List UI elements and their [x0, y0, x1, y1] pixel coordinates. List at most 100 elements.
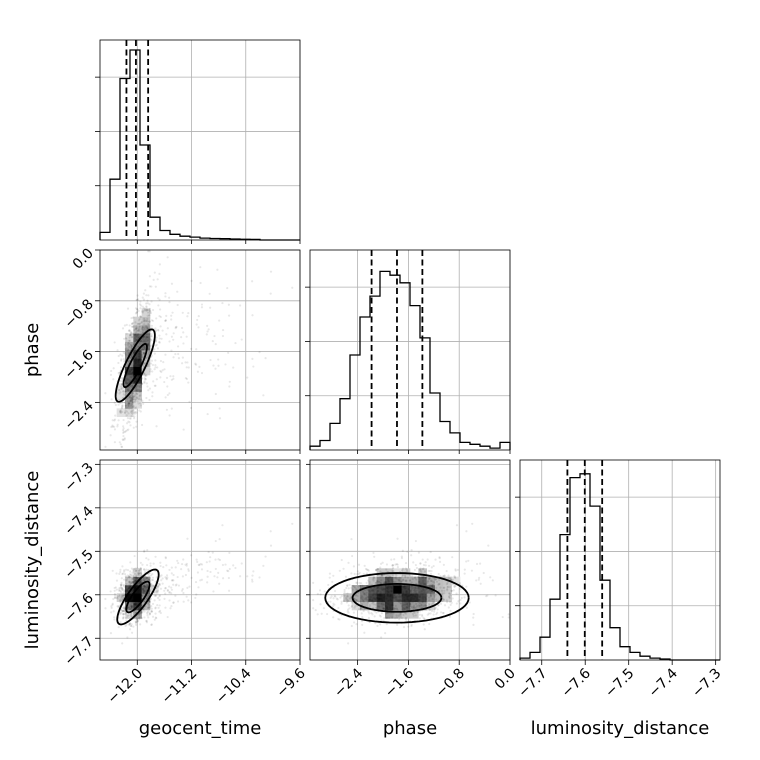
- sample-luminosity-distance-vs-phase-1656: [447, 606, 450, 609]
- sample-phase-vs-geocent-time-1250: [131, 366, 134, 369]
- sample-phase-vs-geocent-time-1382: [124, 337, 128, 340]
- sample-phase-vs-geocent-time-1560: [146, 302, 149, 305]
- sample-phase-vs-geocent-time-1288: [190, 279, 193, 282]
- sample-luminosity-distance-vs-phase-1982: [378, 593, 381, 597]
- sample-luminosity-distance-vs-phase-1866: [428, 599, 431, 602]
- sample-phase-vs-geocent-time-1728: [145, 324, 148, 327]
- sample-phase-vs-geocent-time-670: [130, 347, 133, 350]
- sample-phase-vs-geocent-time-574: [138, 402, 142, 405]
- sample-phase-vs-geocent-time-590: [139, 391, 142, 394]
- sample-phase-vs-geocent-time-258: [143, 328, 147, 331]
- sample-luminosity-distance-vs-phase-504: [479, 582, 482, 585]
- sample-luminosity-distance-vs-geocent-time-2144: [155, 591, 158, 594]
- sample-phase-vs-geocent-time-1222: [137, 363, 140, 366]
- sample-luminosity-distance-vs-phase-1272: [438, 556, 441, 559]
- sample-luminosity-distance-vs-phase-468: [352, 621, 356, 624]
- sample-phase-vs-geocent-time-1768: [143, 372, 146, 375]
- sample-luminosity-distance-vs-geocent-time-1724: [135, 623, 138, 626]
- sample-phase-vs-geocent-time-614: [128, 400, 132, 403]
- sample-luminosity-distance-vs-geocent-time-92: [149, 577, 152, 580]
- sample-luminosity-distance-vs-phase-584: [472, 612, 475, 616]
- sample-luminosity-distance-vs-geocent-time-1402: [153, 594, 156, 597]
- sample-phase-vs-geocent-time-38: [128, 394, 131, 397]
- sample-luminosity-distance-vs-geocent-time-86: [143, 586, 146, 589]
- sample-luminosity-distance-vs-phase-848: [438, 560, 442, 563]
- sample-luminosity-distance-vs-geocent-time-1186: [157, 606, 160, 609]
- sample-phase-vs-geocent-time-1104: [120, 445, 123, 448]
- sample-luminosity-distance-vs-phase-328: [351, 554, 354, 558]
- sample-luminosity-distance-vs-geocent-time-968: [119, 570, 122, 574]
- sample-luminosity-distance-vs-geocent-time-2118: [150, 623, 153, 626]
- sample-luminosity-distance-vs-phase-2002: [507, 616, 510, 619]
- sample-luminosity-distance-vs-phase-844: [420, 613, 424, 617]
- sample-phase-vs-geocent-time-2088: [143, 339, 146, 342]
- sample-phase-vs-geocent-time-376: [138, 350, 141, 353]
- density-phase-vs-geocent-time-3-9: [125, 366, 134, 376]
- sample-luminosity-distance-vs-phase-2178: [412, 592, 415, 595]
- sample-phase-vs-geocent-time-1866: [136, 329, 140, 332]
- sample-phase-vs-geocent-time-1178: [148, 387, 152, 390]
- sample-phase-vs-geocent-time-218: [143, 326, 146, 329]
- sample-phase-vs-geocent-time-1894: [150, 362, 153, 365]
- sample-phase-vs-geocent-time-448: [141, 305, 144, 308]
- sample-phase-vs-geocent-time-2120: [147, 344, 150, 347]
- sample-phase-vs-geocent-time-272: [113, 401, 116, 404]
- sample-luminosity-distance-vs-geocent-time-202: [134, 569, 138, 573]
- sample-phase-vs-geocent-time-1330: [133, 380, 136, 383]
- sample-phase-vs-geocent-time-808: [154, 344, 157, 347]
- sample-phase-vs-geocent-time-1708: [172, 377, 175, 380]
- sample-luminosity-distance-vs-geocent-time-1422: [109, 632, 113, 635]
- sample-luminosity-distance-vs-geocent-time-1872: [138, 595, 142, 599]
- sample-phase-vs-geocent-time-1118: [141, 348, 144, 351]
- sample-phase-vs-geocent-time-1488: [158, 341, 161, 344]
- sample-luminosity-distance-vs-geocent-time-1990: [164, 586, 167, 590]
- sample-phase-vs-geocent-time-466: [168, 296, 171, 299]
- sample-phase-vs-geocent-time-1842: [145, 396, 148, 400]
- sample-luminosity-distance-vs-geocent-time-1932: [180, 589, 184, 592]
- sample-phase-vs-geocent-time-1344: [150, 335, 153, 338]
- sample-phase-vs-geocent-time-1778: [119, 402, 122, 405]
- sample-phase-vs-geocent-time-1044: [132, 408, 135, 412]
- sample-phase-vs-geocent-time-906: [148, 313, 151, 317]
- density-phase-vs-geocent-time-4-14: [133, 325, 142, 334]
- sample-luminosity-distance-vs-phase-1664: [346, 595, 349, 598]
- sample-phase-vs-geocent-time-196: [132, 316, 135, 319]
- sample-phase-vs-geocent-time-958: [122, 358, 125, 361]
- sample-phase-vs-geocent-time-762: [137, 329, 141, 332]
- sample-phase-vs-geocent-time-1774: [111, 419, 114, 422]
- sample-phase-vs-geocent-time-168: [138, 322, 141, 325]
- sample-luminosity-distance-vs-phase-1392: [394, 604, 397, 607]
- sample-luminosity-distance-vs-geocent-time-896: [145, 557, 148, 560]
- sample-luminosity-distance-vs-geocent-time-42: [116, 597, 119, 600]
- sample-luminosity-distance-vs-geocent-time-1180: [119, 621, 122, 624]
- density-luminosity-distance-vs-phase-15-9: [435, 576, 444, 586]
- sample-phase-vs-geocent-time-852: [157, 304, 160, 307]
- sample-luminosity-distance-vs-phase-896: [400, 557, 404, 560]
- sample-luminosity-distance-vs-phase-1964: [359, 596, 363, 600]
- sample-luminosity-distance-vs-phase-1592: [342, 599, 345, 602]
- sample-phase-vs-geocent-time-348: [143, 340, 146, 343]
- sample-phase-vs-geocent-time-338: [141, 337, 144, 340]
- sample-luminosity-distance-vs-phase-274: [463, 596, 466, 599]
- sample-phase-vs-geocent-time-372: [121, 354, 124, 357]
- density-luminosity-distance-vs-phase-9-7: [385, 593, 394, 602]
- sample-phase-vs-geocent-time-132: [159, 315, 162, 319]
- sample-luminosity-distance-vs-phase-2158: [347, 561, 350, 564]
- sample-phase-vs-geocent-time-1828: [125, 379, 128, 382]
- sample-phase-vs-geocent-time-742: [170, 282, 174, 285]
- sample-luminosity-distance-vs-geocent-time-1944: [172, 601, 175, 604]
- sample-phase-vs-geocent-time-238: [130, 396, 133, 400]
- sample-luminosity-distance-vs-geocent-time-120: [269, 544, 273, 547]
- sample-luminosity-distance-vs-geocent-time-1362: [119, 601, 122, 604]
- sample-phase-vs-geocent-time-390: [134, 407, 137, 410]
- sample-phase-vs-geocent-time-736: [135, 379, 138, 382]
- sample-luminosity-distance-vs-phase-1680: [365, 581, 368, 584]
- sample-phase-vs-geocent-time-638: [130, 372, 133, 376]
- sample-luminosity-distance-vs-geocent-time-928: [121, 565, 124, 568]
- sample-luminosity-distance-vs-phase-1408: [342, 567, 345, 570]
- sample-luminosity-distance-vs-phase-2108: [376, 568, 379, 571]
- sample-phase-vs-geocent-time-1570: [221, 328, 225, 332]
- sample-luminosity-distance-vs-phase-1124: [348, 583, 351, 586]
- sample-luminosity-distance-vs-phase-1702: [369, 599, 372, 602]
- sample-phase-vs-geocent-time-814: [104, 445, 107, 448]
